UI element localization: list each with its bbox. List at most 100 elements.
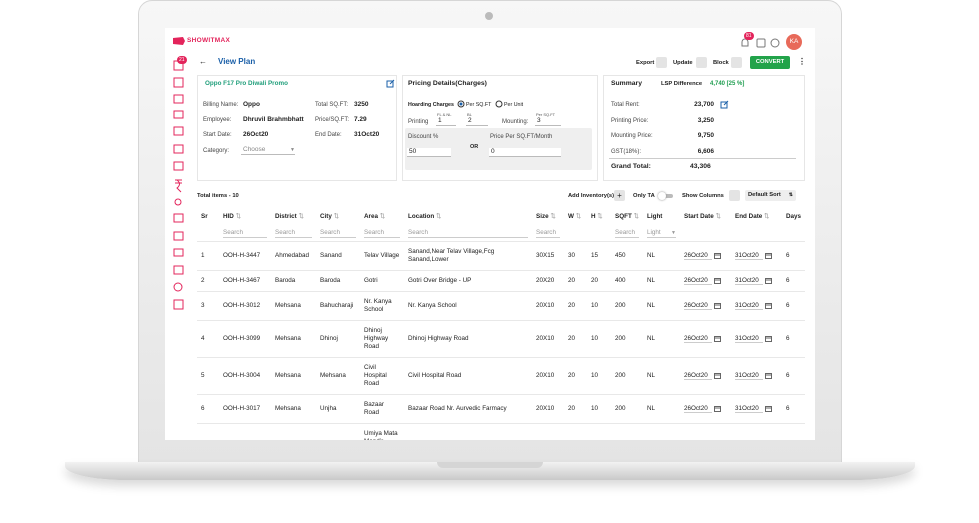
only-ta-label: Only TA bbox=[633, 193, 655, 199]
cell-text: 10 bbox=[591, 372, 599, 380]
edit-icon[interactable] bbox=[386, 79, 395, 88]
export-button[interactable]: Export bbox=[636, 60, 655, 66]
column-header[interactable]: Days bbox=[786, 213, 802, 220]
table-cell: 200 bbox=[611, 320, 643, 358]
printing-bl-input[interactable]: 2 bbox=[466, 117, 488, 126]
search-input[interactable]: Search bbox=[223, 229, 267, 238]
cell-text: 20 bbox=[568, 277, 576, 285]
cell-text: Bazaar Road Nr. Aurvedic Farmacy bbox=[408, 405, 507, 413]
table-cell: 6 bbox=[782, 320, 805, 358]
field-label: Price/SQ.FT: bbox=[315, 117, 350, 123]
cell-text: 200 bbox=[615, 405, 626, 413]
search-input[interactable]: Search bbox=[536, 229, 560, 238]
calendar-icon[interactable] bbox=[764, 277, 772, 284]
radio-checked[interactable] bbox=[457, 100, 465, 108]
search-input[interactable]: Search bbox=[320, 229, 356, 238]
table-cell: 10 bbox=[587, 394, 611, 424]
mounting-input[interactable]: 3 bbox=[535, 117, 561, 126]
convert-button[interactable]: CONVERT bbox=[750, 56, 790, 69]
table-cell: Baroda bbox=[271, 269, 316, 292]
column-header[interactable]: Light bbox=[647, 213, 663, 220]
radio[interactable] bbox=[495, 100, 503, 108]
calendar-icon[interactable] bbox=[764, 302, 772, 310]
more-menu[interactable]: ⋮ bbox=[798, 57, 806, 66]
cell-text: 5 bbox=[201, 372, 205, 380]
add-button[interactable]: + bbox=[614, 190, 625, 201]
column-header[interactable]: Size bbox=[532, 208, 564, 226]
camera bbox=[485, 12, 493, 20]
column-header[interactable]: District bbox=[271, 208, 316, 226]
sort-label: Default Sort bbox=[748, 192, 781, 198]
calendar-icon[interactable] bbox=[713, 372, 721, 380]
calendar-icon[interactable] bbox=[713, 302, 721, 310]
update-button[interactable]: Update bbox=[673, 60, 693, 66]
block-icon[interactable] bbox=[731, 57, 742, 68]
export-icon[interactable] bbox=[656, 57, 667, 68]
search-input[interactable]: Search bbox=[615, 229, 639, 238]
search-input[interactable]: Search bbox=[275, 229, 312, 238]
column-header[interactable]: H bbox=[587, 208, 611, 226]
calendar-icon[interactable] bbox=[764, 372, 772, 380]
table-cell: 31Oct20 bbox=[731, 291, 782, 321]
laptop-base bbox=[65, 462, 915, 480]
cell-text: 20X10 bbox=[536, 335, 555, 343]
table-cell: Ahmedabad bbox=[271, 241, 316, 271]
cell-text: 30X15 bbox=[536, 252, 555, 259]
search-cell bbox=[564, 226, 587, 242]
cell-text: 31Oct20 bbox=[735, 405, 763, 414]
discount-input[interactable]: 50 bbox=[407, 148, 451, 157]
column-header[interactable]: Start Date bbox=[680, 208, 731, 226]
calendar-icon[interactable] bbox=[713, 335, 721, 343]
summary-panel bbox=[603, 75, 805, 181]
cell-text: Mehsana bbox=[320, 372, 346, 380]
column-header[interactable]: Sr bbox=[201, 213, 208, 220]
category-select[interactable]: Choose ▼ bbox=[241, 146, 295, 155]
input-caption: FL & NL bbox=[437, 112, 452, 117]
avatar[interactable]: KA bbox=[786, 34, 802, 50]
update-icon[interactable] bbox=[696, 57, 707, 68]
search-cell: Light ▼ bbox=[643, 226, 680, 242]
search-input[interactable]: Search bbox=[364, 229, 400, 238]
printing-fl-input[interactable]: 1 bbox=[436, 117, 456, 126]
search-input[interactable]: Search bbox=[408, 229, 528, 238]
column-header[interactable]: W bbox=[564, 208, 587, 226]
column-header[interactable]: HID bbox=[219, 208, 271, 226]
price-month-input[interactable]: 0 bbox=[489, 148, 561, 157]
calendar-icon[interactable] bbox=[764, 405, 772, 413]
summary-label: Printing Price: bbox=[611, 117, 649, 124]
sort-select[interactable]: Default Sort ⇅ bbox=[745, 190, 796, 201]
dropdown-arrow: ▼ bbox=[671, 230, 676, 236]
table-cell: Mehsana bbox=[271, 291, 316, 321]
column-header[interactable]: City bbox=[316, 208, 360, 226]
column-header[interactable]: SQFT bbox=[611, 208, 643, 226]
calendar-icon[interactable] bbox=[713, 252, 721, 259]
cell-text: Civil Hospital Road bbox=[408, 372, 462, 380]
table-cell: 31Oct20 bbox=[731, 320, 782, 358]
table-cell: 2 bbox=[197, 269, 219, 292]
only-ta-toggle[interactable] bbox=[658, 192, 673, 200]
table-cell: 31Oct20 bbox=[731, 423, 782, 440]
field-label: Start Date: bbox=[203, 132, 232, 138]
cell-text: NL bbox=[647, 277, 656, 285]
calendar-icon[interactable] bbox=[764, 252, 772, 259]
table-cell: 20X10 bbox=[532, 394, 564, 424]
search-input[interactable]: Light ▼ bbox=[647, 229, 676, 238]
show-columns[interactable]: Show Columns bbox=[682, 193, 724, 199]
block-button[interactable]: Block bbox=[713, 60, 729, 66]
column-header[interactable]: End Date bbox=[731, 208, 782, 226]
columns-button[interactable] bbox=[729, 190, 740, 201]
column-header[interactable]: Location bbox=[404, 208, 532, 226]
table-cell: NL bbox=[643, 241, 680, 271]
table-cell: Mehsana bbox=[271, 423, 316, 440]
table-cell: Mehsana bbox=[271, 394, 316, 424]
back-button[interactable]: ← bbox=[199, 57, 207, 66]
calendar-icon[interactable] bbox=[713, 277, 721, 284]
cell-text: NL bbox=[647, 335, 656, 343]
add-inventory[interactable]: Add Inventory(s) bbox=[568, 193, 615, 199]
calendar-icon[interactable] bbox=[713, 405, 721, 413]
edit-icon[interactable] bbox=[720, 100, 729, 109]
notification-badge[interactable]: 81 bbox=[744, 32, 754, 40]
column-header[interactable]: Area bbox=[360, 208, 404, 226]
inventory-table: Sr HIDDistrictCityAreaLocationSizeWHSQFT L… bbox=[197, 208, 805, 440]
calendar-icon[interactable] bbox=[764, 335, 772, 343]
